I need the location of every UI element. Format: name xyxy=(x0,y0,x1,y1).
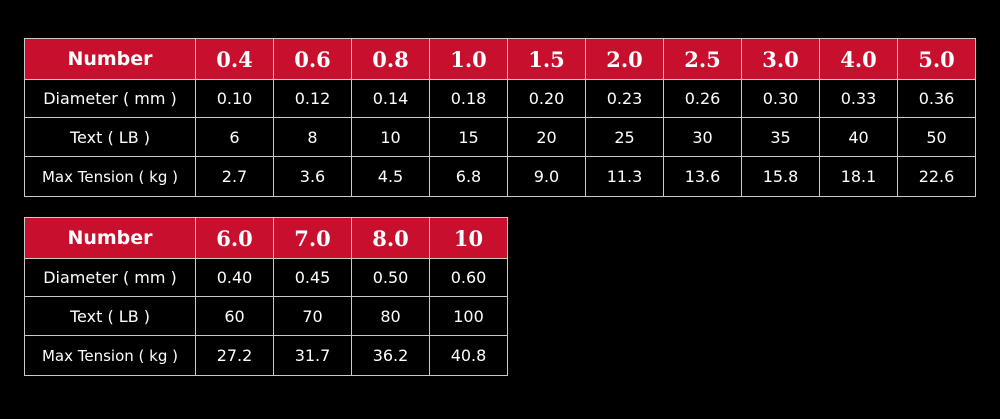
text-lb-cell: 50 xyxy=(897,117,976,157)
diameter-row: Diameter ( mm ) 0.40 0.45 0.50 0.60 xyxy=(24,258,508,297)
number-cell: 0.4 xyxy=(195,38,274,80)
max-tension-cell: 4.5 xyxy=(351,156,430,197)
table-2-header-row: Number 6.0 7.0 8.0 10 xyxy=(24,217,508,259)
diameter-cell: 0.23 xyxy=(585,79,664,118)
spec-table-2: Number 6.0 7.0 8.0 10 Diameter ( mm ) 0.… xyxy=(24,217,508,376)
text-lb-row: Text ( LB ) 6 8 10 15 20 25 30 35 40 50 xyxy=(24,117,976,157)
max-tension-row: Max Tension ( kg ) 2.7 3.6 4.5 6.8 9.0 1… xyxy=(24,156,976,197)
number-header: Number xyxy=(24,217,196,259)
number-cell: 6.0 xyxy=(195,217,274,259)
text-lb-cell: 10 xyxy=(351,117,430,157)
text-lb-cell: 80 xyxy=(351,296,430,336)
diameter-cell: 0.36 xyxy=(897,79,976,118)
max-tension-cell: 9.0 xyxy=(507,156,586,197)
diameter-cell: 0.40 xyxy=(195,258,274,297)
text-lb-cell: 60 xyxy=(195,296,274,336)
max-tension-cell: 6.8 xyxy=(429,156,508,197)
diameter-cell: 0.10 xyxy=(195,79,274,118)
max-tension-label: Max Tension ( kg ) xyxy=(24,335,196,376)
max-tension-cell: 22.6 xyxy=(897,156,976,197)
diameter-cell: 0.30 xyxy=(741,79,820,118)
text-lb-cell: 35 xyxy=(741,117,820,157)
diameter-cell: 0.20 xyxy=(507,79,586,118)
max-tension-cell: 31.7 xyxy=(273,335,352,376)
spec-table-1: Number 0.4 0.6 0.8 1.0 1.5 2.0 2.5 3.0 4… xyxy=(24,38,976,197)
max-tension-cell: 11.3 xyxy=(585,156,664,197)
max-tension-cell: 2.7 xyxy=(195,156,274,197)
text-lb-cell: 15 xyxy=(429,117,508,157)
diameter-cell: 0.18 xyxy=(429,79,508,118)
max-tension-cell: 13.6 xyxy=(663,156,742,197)
number-cell: 0.8 xyxy=(351,38,430,80)
text-lb-cell: 25 xyxy=(585,117,664,157)
diameter-label: Diameter ( mm ) xyxy=(24,258,196,297)
number-cell: 1.5 xyxy=(507,38,586,80)
text-lb-cell: 70 xyxy=(273,296,352,336)
text-lb-cell: 20 xyxy=(507,117,586,157)
number-cell: 10 xyxy=(429,217,508,259)
number-cell: 3.0 xyxy=(741,38,820,80)
diameter-label: Diameter ( mm ) xyxy=(24,79,196,118)
max-tension-row: Max Tension ( kg ) 27.2 31.7 36.2 40.8 xyxy=(24,335,508,376)
max-tension-cell: 15.8 xyxy=(741,156,820,197)
text-lb-cell: 100 xyxy=(429,296,508,336)
diameter-cell: 0.45 xyxy=(273,258,352,297)
diameter-cell: 0.26 xyxy=(663,79,742,118)
max-tension-cell: 18.1 xyxy=(819,156,898,197)
table-1-header-row: Number 0.4 0.6 0.8 1.0 1.5 2.0 2.5 3.0 4… xyxy=(24,38,976,80)
number-cell: 7.0 xyxy=(273,217,352,259)
max-tension-cell: 40.8 xyxy=(429,335,508,376)
diameter-cell: 0.12 xyxy=(273,79,352,118)
diameter-cell: 0.50 xyxy=(351,258,430,297)
text-lb-label: Text ( LB ) xyxy=(24,296,196,336)
diameter-cell: 0.14 xyxy=(351,79,430,118)
max-tension-label: Max Tension ( kg ) xyxy=(24,156,196,197)
max-tension-cell: 27.2 xyxy=(195,335,274,376)
number-cell: 5.0 xyxy=(897,38,976,80)
number-cell: 1.0 xyxy=(429,38,508,80)
number-cell: 8.0 xyxy=(351,217,430,259)
text-lb-cell: 8 xyxy=(273,117,352,157)
number-cell: 2.0 xyxy=(585,38,664,80)
text-lb-cell: 30 xyxy=(663,117,742,157)
number-cell: 0.6 xyxy=(273,38,352,80)
max-tension-cell: 3.6 xyxy=(273,156,352,197)
number-cell: 2.5 xyxy=(663,38,742,80)
max-tension-cell: 36.2 xyxy=(351,335,430,376)
diameter-cell: 0.33 xyxy=(819,79,898,118)
number-header: Number xyxy=(24,38,196,80)
number-cell: 4.0 xyxy=(819,38,898,80)
text-lb-row: Text ( LB ) 60 70 80 100 xyxy=(24,296,508,336)
text-lb-label: Text ( LB ) xyxy=(24,117,196,157)
diameter-cell: 0.60 xyxy=(429,258,508,297)
text-lb-cell: 6 xyxy=(195,117,274,157)
diameter-row: Diameter ( mm ) 0.10 0.12 0.14 0.18 0.20… xyxy=(24,79,976,118)
text-lb-cell: 40 xyxy=(819,117,898,157)
